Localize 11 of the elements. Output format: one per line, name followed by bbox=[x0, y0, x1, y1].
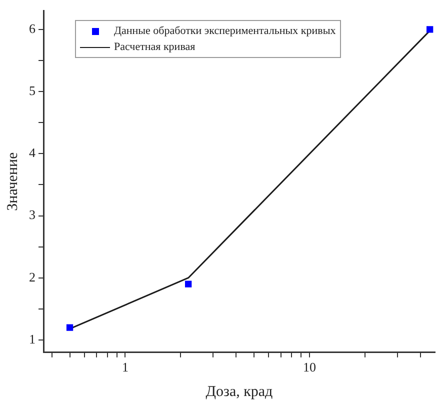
legend-label: Данные обработки экспериментальных кривых bbox=[114, 25, 336, 37]
y-tick-label: 3 bbox=[29, 207, 36, 222]
y-tick-label: 4 bbox=[29, 145, 36, 160]
y-tick-label: 2 bbox=[29, 269, 36, 284]
x-tick-label: 10 bbox=[302, 360, 316, 375]
legend-label: Расчетная кривая bbox=[114, 41, 196, 53]
y-tick-label: 1 bbox=[29, 331, 36, 346]
x-axis-title: Доза, крад bbox=[206, 384, 274, 400]
y-tick-label: 6 bbox=[29, 20, 36, 36]
y-tick-label: 5 bbox=[29, 82, 36, 98]
y-axis-title: Значение bbox=[4, 152, 21, 211]
